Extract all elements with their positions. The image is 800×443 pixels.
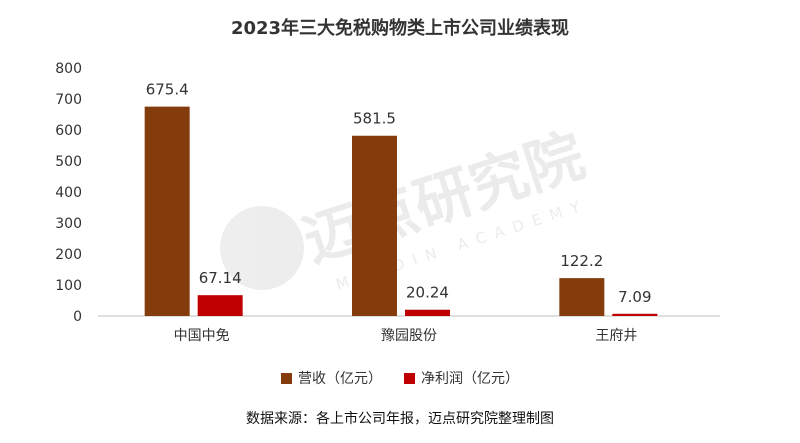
y-tick-label: 700 xyxy=(55,92,82,108)
bar-revenue xyxy=(559,278,605,316)
y-tick-label: 0 xyxy=(73,309,82,325)
y-tick-label: 300 xyxy=(55,216,82,232)
bar-profit xyxy=(405,309,450,316)
watermark-logo-icon xyxy=(220,206,304,290)
data-label-profit: 67.14 xyxy=(199,269,242,287)
data-label-revenue: 581.5 xyxy=(353,110,396,128)
data-label-revenue: 675.4 xyxy=(146,81,189,99)
x-tick-label: 中国中免 xyxy=(174,328,230,344)
y-tick-label: 800 xyxy=(55,61,82,77)
legend-item-revenue: 营收（亿元） xyxy=(281,368,382,388)
watermark: 迈点研究院 MEADIN ACADEMY xyxy=(220,121,592,294)
source-note: 数据来源：各上市公司年报，迈点研究院整理制图 xyxy=(246,411,554,427)
bar-revenue xyxy=(144,106,190,316)
legend-item-profit: 净利润（亿元） xyxy=(404,368,519,388)
y-tick-label: 600 xyxy=(55,123,82,139)
x-tick-label: 豫园股份 xyxy=(381,328,437,344)
y-tick-label: 500 xyxy=(55,154,82,170)
chart-title: 2023年三大免税购物类上市公司业绩表现 xyxy=(230,18,570,39)
y-tick-label: 100 xyxy=(55,278,82,294)
bar-profit xyxy=(197,295,243,316)
data-label-profit: 20.24 xyxy=(406,284,449,302)
y-tick-label: 200 xyxy=(55,247,82,263)
chart-legend: 营收（亿元） 净利润（亿元） xyxy=(0,368,800,388)
legend-label-revenue: 营收（亿元） xyxy=(298,371,382,387)
y-tick-label: 400 xyxy=(55,185,82,201)
legend-swatch-profit xyxy=(404,372,415,384)
bar-revenue xyxy=(352,135,397,316)
legend-label-profit: 净利润（亿元） xyxy=(421,371,519,387)
data-label-profit: 7.09 xyxy=(618,288,651,306)
x-tick-label: 王府井 xyxy=(595,328,637,344)
bar-profit xyxy=(612,313,658,316)
data-label-revenue: 122.2 xyxy=(560,252,603,270)
legend-swatch-revenue xyxy=(281,372,292,384)
